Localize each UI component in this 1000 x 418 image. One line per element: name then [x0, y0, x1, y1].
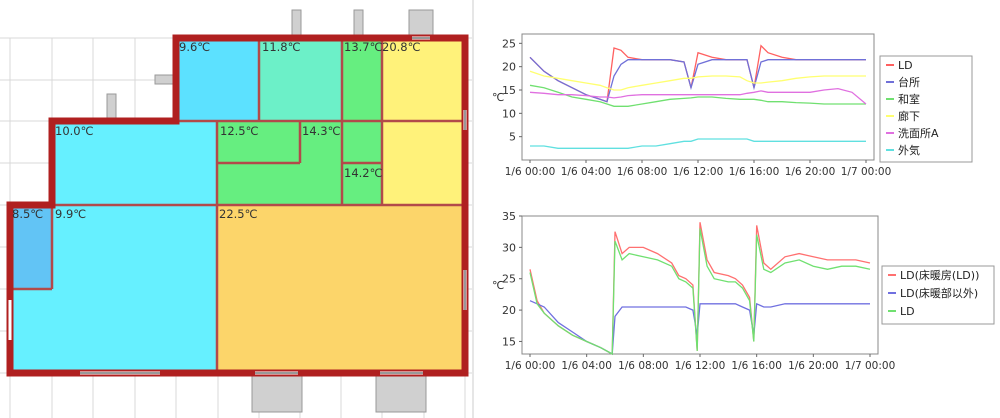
panel-divider	[472, 0, 474, 418]
temp-label-room-i: 8.5℃	[12, 207, 43, 221]
chart1-legend-entry-0: LD	[898, 59, 913, 72]
chart2-x-tick-label: 1/6 16:00	[731, 360, 782, 372]
chart1-x-tick-label: 1/6 20:00	[785, 166, 836, 178]
temp-label-room-e: 10.0℃	[55, 124, 94, 138]
vent-1	[291, 9, 302, 39]
chart2-y-axis-label: ℃	[492, 279, 504, 292]
temp-label-room-f: 12.5℃	[220, 124, 259, 138]
chart2-y-tick-label: 25	[502, 273, 516, 286]
chart1-y-tick-label: 15	[502, 84, 516, 97]
temperature-labels: 9.6℃ 11.8℃ 13.7℃ 20.8℃ 10.0℃ 12.5℃ 14.3℃…	[12, 40, 421, 221]
chart1-legend	[879, 55, 973, 163]
temp-label-room-h: 14.2℃	[344, 166, 383, 180]
chart-room-temperatures-svg: 5 10 15 20 25 ℃ 1/6 00:00 1/6 04:00 1/6 08:00 1/6…	[492, 33, 973, 178]
room-k	[217, 205, 465, 373]
chart2-legend-entry-1: LD(床暖部以外)	[900, 286, 978, 300]
chart1-legend-entry-3: 廊下	[898, 109, 920, 123]
chart1-series-line-3	[529, 70, 866, 91]
chart1-x-tick-label: 1/6 12:00	[673, 166, 724, 178]
chart1-x-tick-label: 1/6 04:00	[561, 166, 612, 178]
room-a	[176, 38, 259, 121]
chart-room-temperatures: 5 10 15 20 25 ℃ 1/6 00:00 1/6 04:00 1/6 08:00 1/6…	[478, 28, 998, 184]
chart1-x-tick-label: 1/6 16:00	[729, 166, 780, 178]
door-box-2	[375, 371, 427, 413]
chart1-y-tick-label: 25	[502, 37, 516, 50]
chart1-series-line-2	[529, 84, 866, 107]
room-i	[10, 205, 52, 289]
chart-ld-temperatures: 15 20 25 30 35 ℃ 1/6 00:00 1/6 04:00 1/6 08:00 1/…	[478, 210, 1000, 378]
temp-label-room-j: 9.9℃	[55, 207, 86, 221]
chart2-x-tick-label: 1/6 08:00	[618, 360, 669, 372]
chart1-x-tick-label: 1/7 00:00	[841, 166, 892, 178]
chart1-y-tick-label: 5	[509, 131, 516, 144]
chart2-x-tick-label: 1/6 12:00	[675, 360, 726, 372]
temp-label-room-a: 9.6℃	[179, 40, 210, 54]
room-j	[10, 289, 217, 373]
temp-label-room-c: 13.7℃	[344, 40, 383, 54]
door-box-1	[251, 371, 303, 413]
interior-walls	[10, 38, 465, 373]
chart2-y-tick-label: 35	[502, 210, 516, 223]
chart2-y-tick-label: 15	[502, 335, 516, 348]
vent-3	[154, 74, 176, 85]
chart2-legend-entry-0: LD(床暖房(LD))	[900, 268, 979, 282]
chart1-series-line-5	[530, 138, 866, 149]
chart2-legend	[881, 265, 995, 325]
chart2-y-tick-label: 20	[502, 304, 516, 317]
room-j-upper	[52, 205, 217, 289]
exterior-walls	[6, 34, 469, 377]
window-lines	[80, 37, 466, 374]
chart2-x-tick-label: 1/6 00:00	[505, 360, 556, 372]
window-box-top	[408, 9, 434, 39]
temp-label-room-d: 20.8℃	[382, 40, 421, 54]
vent-4	[106, 93, 117, 122]
chart1-series-line-1	[529, 56, 866, 103]
chart1-y-tick-label: 10	[502, 107, 516, 120]
chart-ld-temperatures-svg: 15 20 25 30 35 ℃ 1/6 00:00 1/6 04:00 1/6 08:00 1/…	[492, 210, 995, 372]
chart1-legend-entry-2: 和室	[898, 92, 920, 106]
vent-2	[353, 9, 364, 39]
chart2-legend-entry-2: LD	[900, 305, 915, 318]
temp-label-room-b: 11.8℃	[262, 40, 301, 54]
room-b	[259, 38, 342, 121]
room-c	[342, 38, 382, 121]
chart1-y-tick-label: 20	[502, 61, 516, 74]
temp-label-room-g: 14.3℃	[302, 124, 341, 138]
fixtures	[106, 9, 434, 413]
chart2-x-tick-label: 1/6 20:00	[788, 360, 839, 372]
chart1-legend-entry-5: 外気	[898, 143, 920, 157]
chart2-x-tick-label: 1/7 00:00	[845, 360, 896, 372]
chart1-legend-entry-1: 台所	[898, 75, 920, 89]
room-e	[52, 121, 217, 205]
chart1-legend-entry-4: 洗面所A	[898, 127, 939, 140]
chart1-x-tick-label: 1/6 08:00	[617, 166, 668, 178]
floor-plan: 9.6℃ 11.8℃ 13.7℃ 20.8℃ 10.0℃ 12.5℃ 14.3℃…	[0, 9, 472, 418]
chart1-x-tick-label: 1/6 00:00	[505, 166, 556, 178]
chart2-y-tick-label: 30	[502, 241, 516, 254]
temp-label-room-k: 22.5℃	[219, 207, 258, 221]
chart2-series-line-2	[529, 228, 871, 356]
chart1-series-line-4	[529, 87, 867, 105]
chart2-x-tick-label: 1/6 04:00	[561, 360, 612, 372]
chart1-y-axis-label: ℃	[492, 91, 504, 104]
